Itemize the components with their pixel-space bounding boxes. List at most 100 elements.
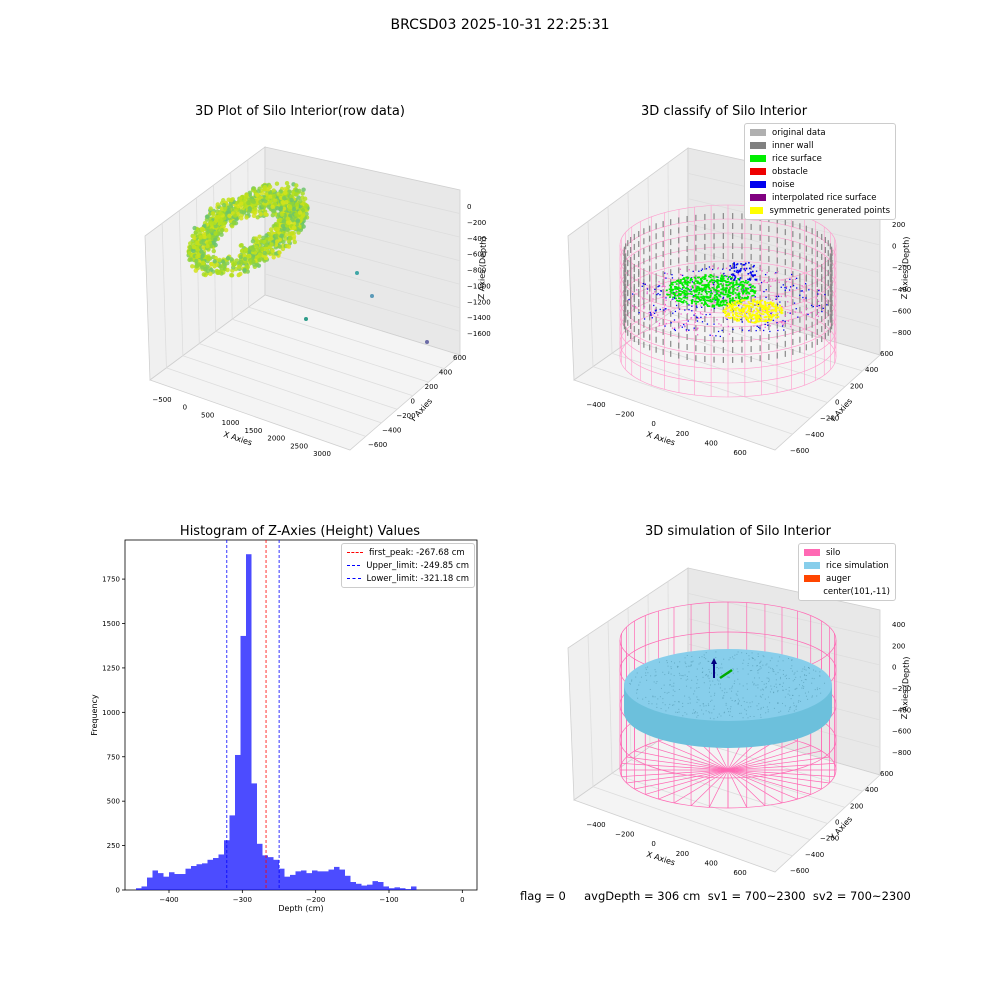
x-tick-label: −200 xyxy=(306,896,325,904)
raw-x-tick: 0 xyxy=(183,404,187,412)
histogram-bar xyxy=(152,870,158,890)
raw-y-tick: −400 xyxy=(382,427,401,435)
histogram-chart: −400 −300 −200 −100 0 0 250 500 750 1000 1250 1500… xyxy=(90,539,478,913)
raw-z-tick: −200 xyxy=(467,219,486,227)
x-tick-label: −400 xyxy=(159,896,178,904)
histogram-bar xyxy=(383,886,389,890)
raw-x-tick: 500 xyxy=(201,411,214,419)
classify-z-tick: −600 xyxy=(892,307,911,315)
legend-label: inner wall xyxy=(772,140,814,151)
histogram-bar xyxy=(290,874,296,890)
raw-z-tick: −1400 xyxy=(467,314,491,322)
legend-label: obstacle xyxy=(772,166,808,177)
histogram-bar xyxy=(158,873,164,890)
legend-label: rice simulation xyxy=(826,560,889,571)
legend-item: rice simulation xyxy=(804,559,890,572)
legend-swatch xyxy=(750,129,766,136)
histogram-y-label: Frequency xyxy=(90,694,99,736)
histogram-bar xyxy=(361,885,367,890)
legend-item: inner wall xyxy=(750,139,890,152)
legend-item: original data xyxy=(750,126,890,139)
raw-y-tick: 400 xyxy=(439,369,452,377)
raw-z-tick: −800 xyxy=(467,267,486,275)
legend-label: symmetric generated points xyxy=(769,205,890,216)
histogram-title: Histogram of Z-Axies (Height) Values xyxy=(179,524,421,539)
legend-label: auger xyxy=(826,573,851,584)
classify-z-label: Z Axies (Depth) xyxy=(900,236,911,299)
histogram-bar xyxy=(218,854,224,890)
classify-y-tick: 600 xyxy=(880,350,893,358)
histogram-x-label: Depth (cm) xyxy=(278,904,323,913)
histogram-x-ticks: −400 −300 −200 −100 0 xyxy=(159,890,465,904)
raw-x-tick: 2000 xyxy=(267,435,285,443)
histogram-bar xyxy=(301,870,307,890)
histogram-bar xyxy=(185,868,191,890)
legend-swatch xyxy=(750,168,766,175)
x-tick-label: −100 xyxy=(379,896,398,904)
y-tick-label: 250 xyxy=(107,842,120,850)
legend-item: Upper_limit: -249.85 cm xyxy=(347,559,469,572)
raw-z-tick: −1000 xyxy=(467,282,491,290)
legend-item: rice surface xyxy=(750,152,890,165)
classify-z-tick: 0 xyxy=(892,243,896,251)
histogram-y-ticks: 0 250 500 750 1000 1250 1500 1750 xyxy=(102,576,125,895)
histogram-bar xyxy=(367,884,373,890)
legend-swatch xyxy=(750,194,766,201)
histogram-bar xyxy=(191,866,197,890)
legend-line xyxy=(347,552,363,553)
histogram-bar xyxy=(229,815,235,890)
legend-item: interpolated rice surface xyxy=(750,191,890,204)
classify-z-tick: 200 xyxy=(892,221,905,229)
x-tick-label: 0 xyxy=(460,896,464,904)
histogram-bar xyxy=(246,554,252,890)
raw-x-ticks: −500 0 500 1000 1500 2000 2500 3000 xyxy=(152,396,331,458)
simulation-z-ticks: 400 200 0 −200 −400 −600 −800 xyxy=(892,621,911,757)
classify-y-tick: 200 xyxy=(850,382,863,390)
classify-x-tick: −200 xyxy=(615,411,634,419)
classify-y-tick: −600 xyxy=(790,447,809,455)
classify-y-tick: 400 xyxy=(865,366,878,374)
simulation-y-tick: −400 xyxy=(805,851,824,859)
classify-y-tick: −200 xyxy=(820,415,839,423)
histogram-bar xyxy=(251,783,257,890)
raw-z-tick: −400 xyxy=(467,235,486,243)
simulation-z-tick: −200 xyxy=(892,685,911,693)
legend-label: Lower_limit: -321.18 cm xyxy=(366,573,469,584)
histogram-bar xyxy=(268,857,274,890)
classify-plot-title: 3D classify of Silo Interior xyxy=(640,104,808,119)
simulation-x-tick: −200 xyxy=(615,831,634,839)
raw-x-tick: 1000 xyxy=(222,419,240,427)
simulation-plot-title: 3D simulation of Silo Interior xyxy=(645,524,831,539)
legend-item: obstacle xyxy=(750,165,890,178)
y-tick-label: 1750 xyxy=(102,576,120,584)
histogram-bar xyxy=(284,876,290,890)
histogram-bar xyxy=(141,886,147,890)
classify-y-label: Y Axies xyxy=(827,397,854,425)
raw-x-tick: 2500 xyxy=(290,442,308,450)
classify-x-tick: 0 xyxy=(651,420,655,428)
raw-point-cloud xyxy=(186,180,310,278)
histogram-bar xyxy=(180,874,186,890)
raw-y-tick: 200 xyxy=(425,383,438,391)
histogram-bar xyxy=(339,869,345,890)
legend-item: silo xyxy=(804,546,890,559)
raw-z-tick: 0 xyxy=(467,203,471,211)
legend-swatch xyxy=(804,575,820,582)
legend-label: first_peak: -267.68 cm xyxy=(369,547,465,558)
raw-plot-title: 3D Plot of Silo Interior(row data) xyxy=(195,104,405,119)
legend-swatch xyxy=(804,562,820,569)
simulation-x-ticks: −400 −200 0 200 400 600 xyxy=(586,821,746,877)
classify-x-tick: 400 xyxy=(705,439,718,447)
legend-item: auger xyxy=(804,572,890,585)
legend-swatch xyxy=(750,142,766,149)
raw-x-tick: −500 xyxy=(152,396,171,404)
classify-x-ticks: −400 −200 0 200 400 600 xyxy=(586,401,746,457)
histogram-bar xyxy=(174,874,180,890)
histogram-bar xyxy=(328,869,334,890)
histogram-vlines xyxy=(226,540,280,890)
x-tick-label: −300 xyxy=(233,896,252,904)
raw-z-ticks: 0 −200 −400 −600 −800 −1000 −1200 −1400 −1600 xyxy=(467,203,491,338)
classify-x-tick: 600 xyxy=(733,449,746,457)
